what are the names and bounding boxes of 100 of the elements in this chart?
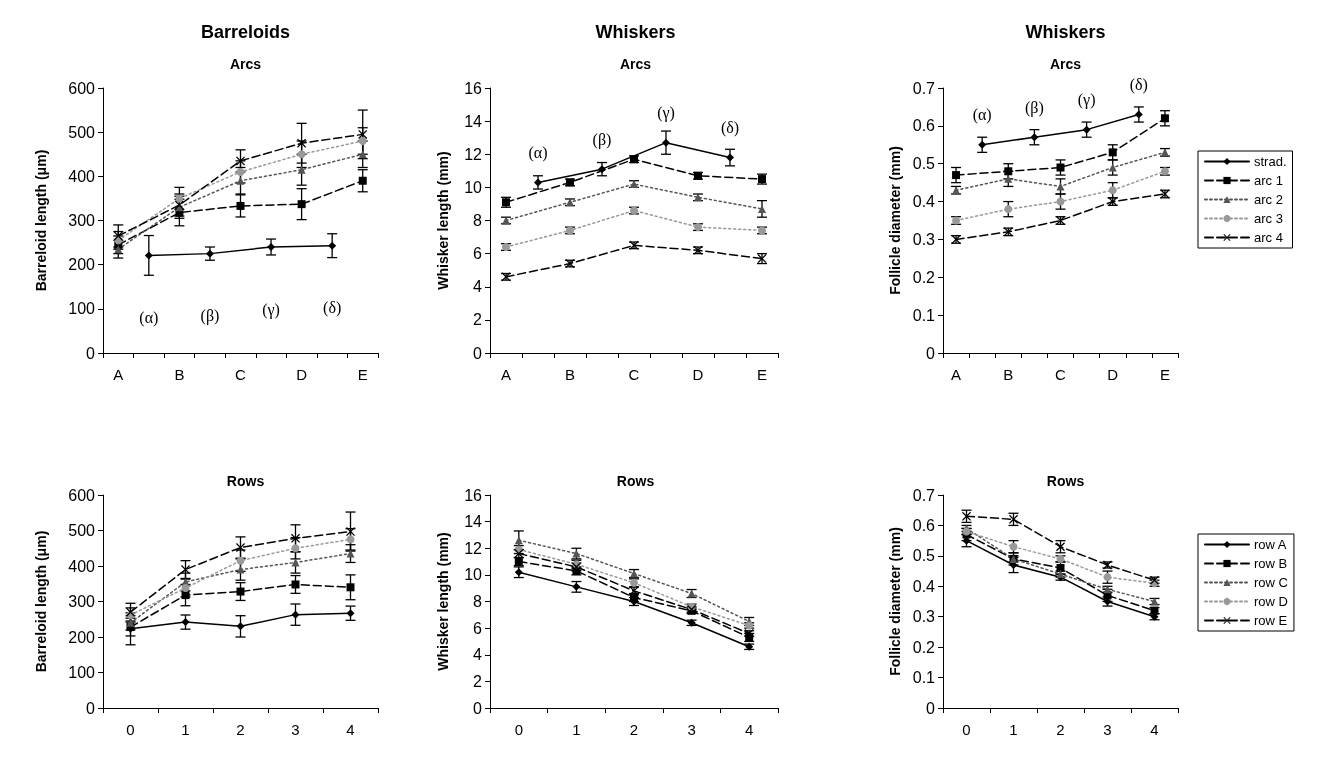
x-tick-label: 2 (236, 721, 245, 738)
point (291, 544, 300, 553)
point (328, 241, 337, 250)
y-tick-label: 0 (473, 699, 483, 717)
chart-title: Whiskers (1025, 22, 1106, 42)
x-tick-label: 3 (1103, 721, 1112, 738)
x-tick-label: B (564, 366, 576, 383)
x-tick-label: 1 (1009, 721, 1018, 738)
point (952, 171, 961, 180)
y-axis-title: Follicle diameter (mm) (886, 527, 903, 676)
x-tick-label: 4 (1150, 721, 1159, 738)
y-tick-label: 200 (68, 628, 96, 646)
point (113, 231, 123, 241)
point (297, 150, 306, 159)
chart-title: Rows (616, 473, 655, 489)
y-tick-label: 300 (68, 212, 96, 229)
x-tick-label: C (235, 366, 247, 383)
y-tick-label: 500 (68, 522, 96, 539)
y-tick-label: 200 (68, 256, 96, 274)
y-tick-label: 0 (86, 699, 96, 717)
annotation: (α) (139, 308, 159, 327)
y-tick-label: 0.5 (912, 547, 936, 565)
point (1108, 186, 1117, 195)
chart-title: Rows (1046, 473, 1085, 489)
chart-title: Whiskers (595, 22, 676, 42)
y-tick-label: 300 (68, 593, 96, 610)
chart-title: Barreloids (200, 22, 291, 42)
point (181, 618, 190, 627)
y-tick-label: 600 (68, 486, 96, 504)
chart-subtitle: Arcs (1049, 56, 1082, 72)
x-tick-label: B (174, 366, 185, 383)
point (236, 556, 245, 565)
y-tick-label: 10 (464, 178, 483, 196)
y-tick-label: 100 (68, 664, 96, 681)
point (236, 176, 245, 185)
y-tick-label: 400 (68, 167, 96, 185)
y-tick-label: 0 (926, 344, 936, 362)
point (236, 622, 245, 631)
x-tick-label: 4 (745, 721, 754, 738)
y-tick-label: 0.7 (912, 486, 936, 504)
point (297, 138, 307, 148)
point (346, 583, 355, 592)
x-tick-label: C (628, 366, 640, 383)
y-tick-label: 0 (86, 344, 96, 362)
point (1056, 182, 1065, 191)
point (346, 535, 355, 544)
x-tick-label: A (500, 366, 512, 383)
y-tick-label: 10 (464, 566, 483, 584)
legend-label: row B (1254, 556, 1288, 571)
y-tick-label: 4 (473, 646, 483, 664)
annotation: (γ) (657, 104, 675, 123)
legend-label: arc 3 (1254, 211, 1283, 226)
y-tick-label: 0.1 (912, 306, 936, 324)
x-tick-label: 3 (291, 721, 300, 738)
x-tick-label: 2 (629, 721, 639, 738)
y-axis-title: Follicle diameter (mm) (886, 146, 903, 295)
annotation: (α) (972, 106, 992, 125)
legend-label: arc 4 (1254, 230, 1283, 245)
point (291, 580, 300, 589)
x-tick-label: 2 (1056, 721, 1065, 738)
point (236, 587, 245, 596)
y-axis-title: Barreloid length (μm) (33, 149, 49, 292)
y-tick-label: 0.1 (912, 669, 936, 687)
y-tick-label: 0.3 (912, 608, 936, 626)
y-tick-label: 400 (68, 557, 96, 575)
point (726, 153, 734, 162)
y-tick-label: 16 (464, 486, 483, 504)
x-tick-label: 0 (962, 721, 971, 738)
point (236, 167, 245, 176)
point (1004, 205, 1013, 214)
point (181, 584, 190, 593)
point (1108, 163, 1117, 172)
x-tick-label: E (357, 366, 368, 383)
y-tick-label: 2 (473, 672, 483, 690)
x-tick-label: D (296, 366, 308, 383)
point (175, 194, 184, 203)
legend-label: arc 1 (1254, 173, 1283, 188)
y-tick-label: 8 (473, 593, 483, 610)
x-tick-label: E (1159, 366, 1170, 383)
x-tick-label: 1 (181, 721, 190, 738)
chart-title: Rows (226, 473, 265, 489)
y-tick-label: 2 (473, 311, 483, 329)
y-tick-label: 0.6 (912, 117, 936, 135)
x-tick-label: B (1003, 366, 1014, 383)
point (978, 140, 987, 149)
x-tick-label: C (1055, 366, 1067, 383)
y-tick-label: 6 (473, 245, 483, 263)
point (1160, 114, 1169, 123)
y-axis-title: Whisker length (mm) (435, 532, 451, 671)
y-tick-label: 100 (68, 300, 96, 318)
annotation: (α) (528, 143, 548, 162)
y-tick-label: 6 (473, 619, 483, 637)
y-tick-label: 0 (473, 344, 483, 362)
annotation: (β) (200, 307, 220, 326)
point (358, 176, 367, 185)
annotation: (β) (592, 130, 612, 149)
x-tick-label: A (951, 366, 962, 383)
point (1056, 163, 1065, 172)
annotation: (δ) (323, 299, 342, 318)
point (1004, 174, 1013, 183)
